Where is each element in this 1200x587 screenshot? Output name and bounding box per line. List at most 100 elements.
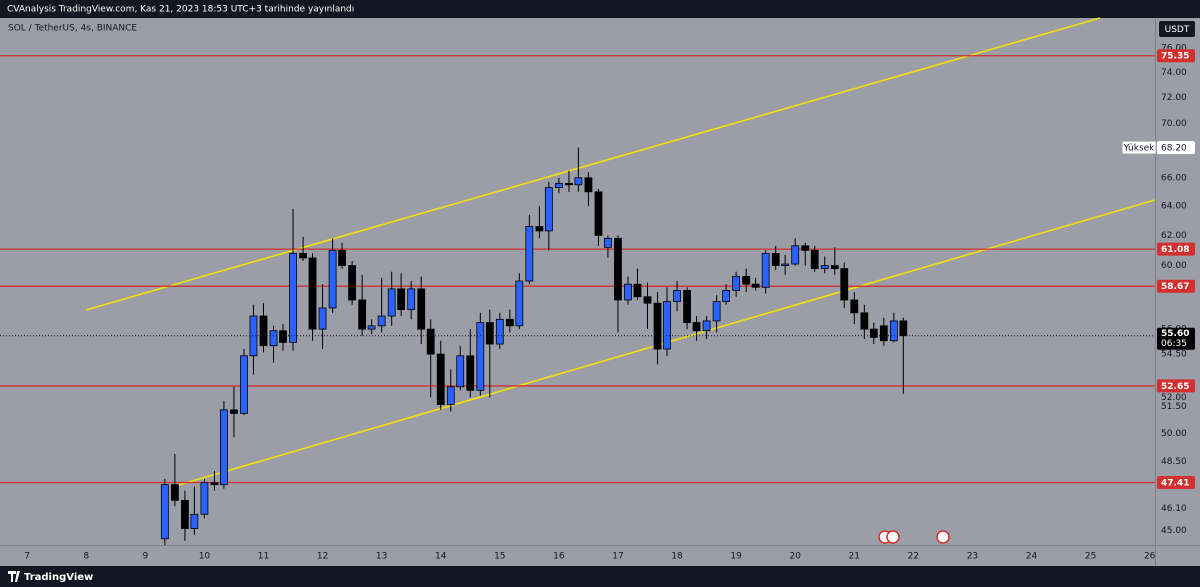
candle-body-up (820, 265, 829, 270)
candle-body-down (810, 249, 819, 270)
candle-body-up (732, 275, 741, 291)
x-tick-label: 12 (317, 552, 328, 562)
high-marker-box (1121, 140, 1157, 155)
candle-body-down (633, 283, 642, 298)
candle-body-up (200, 482, 209, 515)
level-label: 52.65 (1161, 382, 1189, 392)
candle-body-up (289, 252, 297, 343)
currency-label: USDT (1165, 25, 1190, 35)
candle-body-down (210, 482, 219, 486)
y-tick-label: 48.50 (1161, 457, 1187, 467)
candle-body-down (466, 355, 475, 391)
candle-body-up (240, 355, 248, 414)
candle-body-down (426, 328, 435, 355)
x-tick-label: 25 (1085, 552, 1096, 562)
candle-body-down (801, 245, 810, 251)
candle-body-up (889, 320, 898, 342)
candle-body-up (495, 318, 504, 345)
level-label: 58.67 (1161, 282, 1189, 292)
candle-body-up (220, 409, 228, 486)
candle-body-down (299, 252, 307, 259)
high-marker-price: 68.20 (1161, 144, 1187, 154)
channel-upper (85, 17, 1101, 311)
candle-body-up (446, 386, 455, 405)
candle-body-down (230, 409, 238, 414)
plot: 7 8 9 10 11 12 13 14 15 16 17 18 19 20 21 22 23 24 25 26 76.… (0, 43, 1195, 562)
candle-body-down (742, 275, 751, 285)
candle-body-up (367, 325, 376, 330)
y-tick-label: 51.50 (1161, 402, 1187, 412)
publisher-note: CVAnalysis TradingView.com, Kas 21, 2023… (7, 5, 354, 15)
candle-body-up (525, 226, 534, 282)
event-icon[interactable] (936, 530, 950, 544)
candle-body-up (663, 301, 671, 350)
x-tick-label: 11 (258, 552, 269, 562)
candle-body-up (624, 283, 632, 301)
x-tick-label: 16 (553, 552, 565, 562)
candle-body-down (850, 299, 859, 314)
x-tick-label: 23 (967, 552, 978, 562)
y-tick-label: 62.00 (1161, 231, 1187, 241)
candle-body-down (279, 330, 287, 343)
candle-body-up (407, 288, 416, 310)
y-tick-label: 52.00 (1161, 393, 1187, 403)
brand-name: TradingView (24, 572, 93, 583)
candle-body-down (869, 328, 878, 338)
high-marker-badge (1157, 141, 1195, 155)
candle-body-up (160, 484, 169, 540)
level-badge (1157, 49, 1195, 63)
x-tick-label: 17 (612, 552, 623, 562)
candle-body-down (771, 252, 780, 266)
y-tick-label: 72.00 (1161, 93, 1187, 103)
candle-body-down (358, 299, 367, 330)
candle-body-up (515, 280, 524, 327)
x-tick-label: 14 (435, 552, 447, 562)
x-tick-label: 10 (199, 552, 211, 562)
candle-body-up (761, 252, 770, 288)
candle-body-up (328, 249, 337, 309)
candle-body-down (535, 226, 544, 232)
y-tick-label: 64.00 (1161, 202, 1187, 212)
candle-body-down (594, 191, 603, 236)
x-tick-label: 21 (849, 552, 860, 562)
candle-body-down (565, 182, 573, 186)
event-icon[interactable] (886, 530, 900, 544)
level-label: 47.41 (1161, 479, 1189, 489)
level-badge (1157, 476, 1195, 490)
y-tick-label: 76.00 (1161, 43, 1187, 53)
candle-body-up (781, 263, 790, 266)
candle-body-up (574, 177, 583, 186)
candle-body-down (653, 302, 662, 350)
currency-badge (1159, 21, 1195, 37)
candle-body-up (673, 290, 681, 302)
last-price-label: 55.60 (1161, 329, 1189, 339)
candle-body-down (308, 257, 317, 330)
candle-body-down (584, 177, 593, 193)
candle-body-down (879, 325, 888, 342)
candle-body-up (456, 355, 465, 388)
candle-body-down (338, 249, 346, 266)
header-bar (0, 0, 1200, 18)
high-marker-label: Yüksek (1123, 144, 1156, 154)
level-badge (1157, 379, 1195, 393)
candle-body-down (170, 484, 179, 501)
candle-body-down (840, 268, 849, 301)
level-label: 75.35 (1161, 52, 1189, 62)
candle-body-up (269, 330, 278, 347)
x-tick-label: 9 (142, 552, 148, 562)
x-tick-label: 20 (789, 552, 801, 562)
event-icons (878, 530, 950, 544)
x-tick-label: 8 (83, 552, 89, 562)
y-tick-label: 50.00 (1161, 429, 1187, 439)
candle-body-down (830, 265, 839, 270)
candle-body-up (476, 322, 485, 391)
candle-body-down (181, 499, 189, 529)
candle-body-down (683, 290, 691, 323)
candle-body-down (899, 320, 908, 337)
candle-body-up (377, 315, 386, 327)
candle-body-down (751, 283, 760, 288)
candle-body-down (860, 312, 869, 330)
y-tick-label: 70.00 (1161, 119, 1187, 129)
x-tick-label: 13 (376, 552, 387, 562)
